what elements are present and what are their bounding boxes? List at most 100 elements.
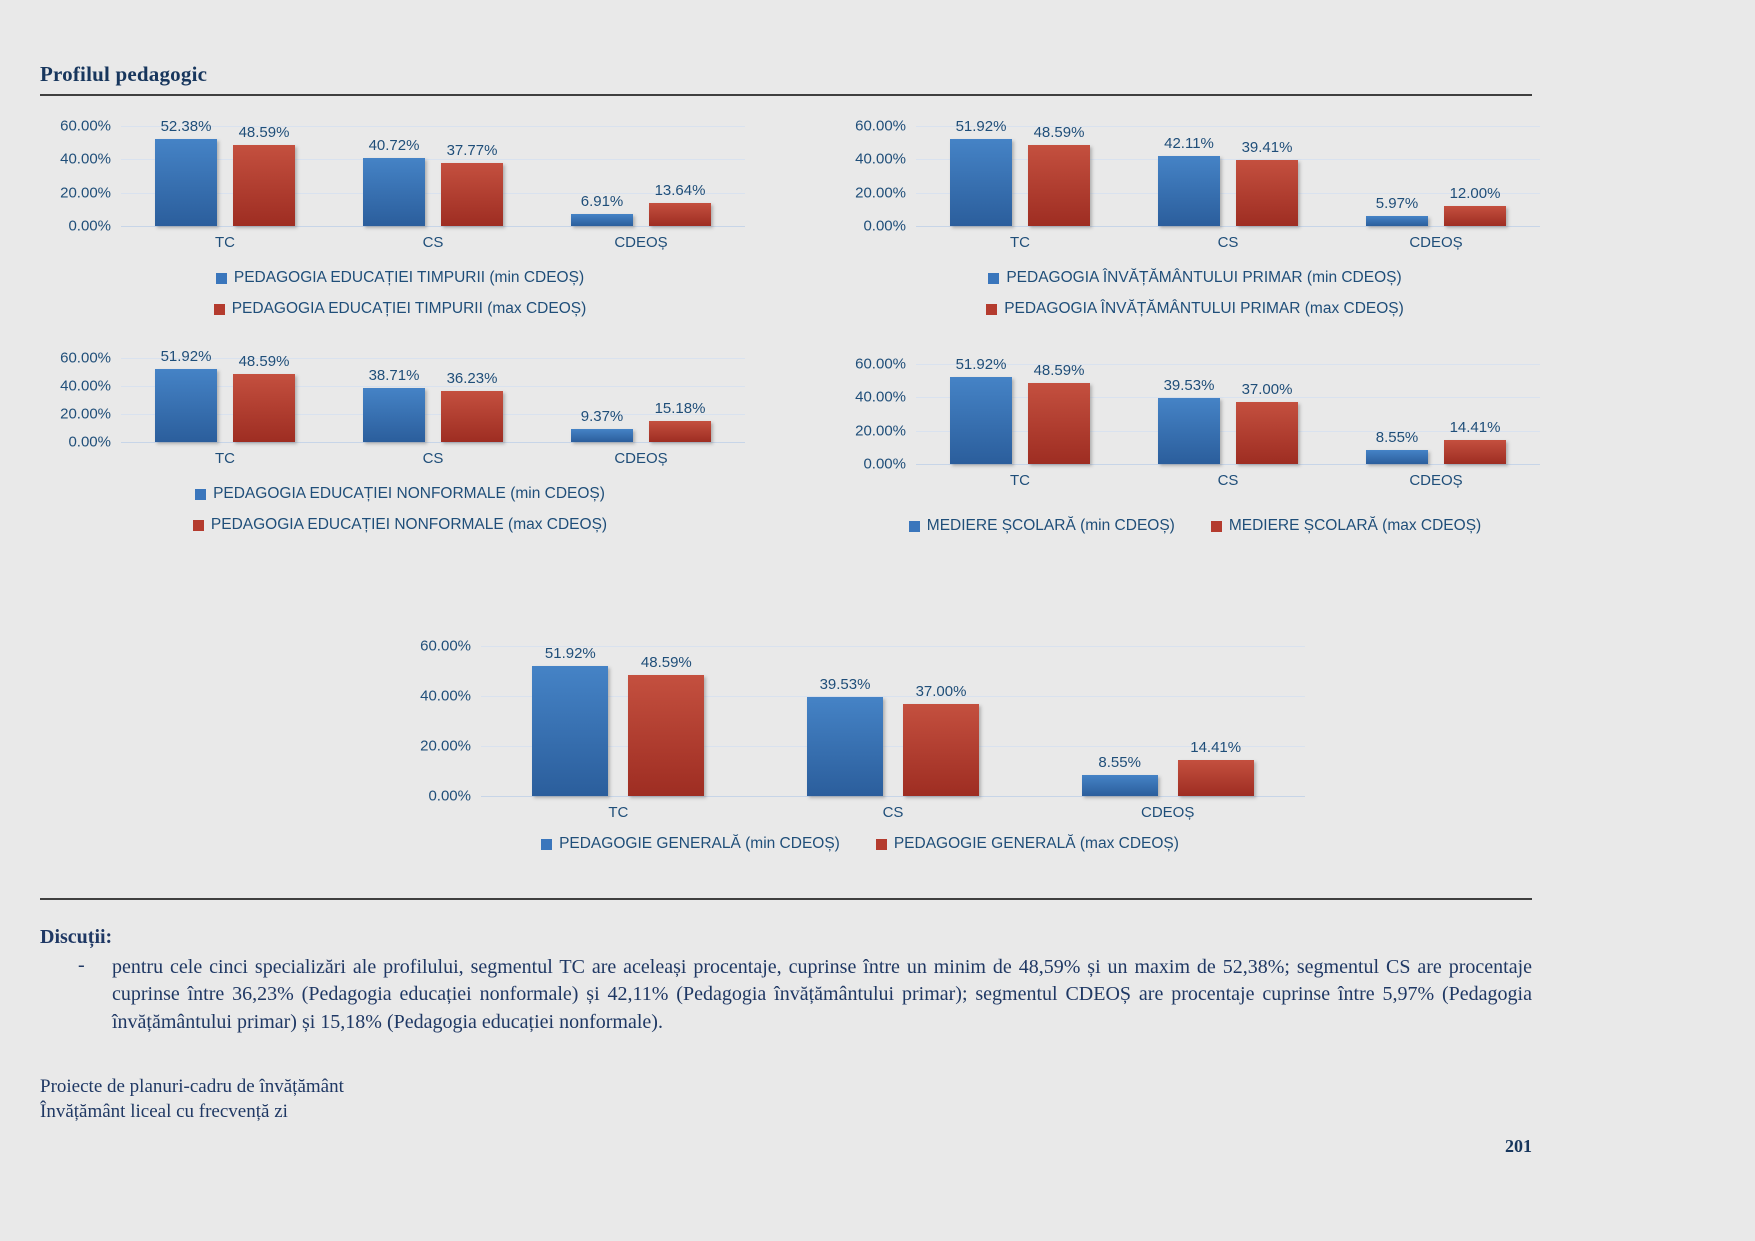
gridline xyxy=(481,746,1305,747)
chart-plot-row: 60.00% 40.00% 20.00% 0.00% 52.38% 48.59% 40.72… xyxy=(55,118,745,235)
gridline xyxy=(916,159,1540,161)
bar-max-cdeo xyxy=(649,420,711,442)
category-group: 51.92% 48.59% xyxy=(916,118,1124,226)
value-label: 37.00% xyxy=(1241,381,1293,399)
value-label: 48.59% xyxy=(1033,124,1085,142)
bar-min-cs xyxy=(363,387,425,442)
value-label: 38.71% xyxy=(368,366,420,384)
value-label: 51.92% xyxy=(544,645,596,663)
legend-item-max: PEDAGOGIA ÎNVĂȚĂMÂNTULUI PRIMAR (max CDE… xyxy=(986,300,1404,318)
legend-swatch-max-icon xyxy=(1210,520,1222,532)
value-label: 14.41% xyxy=(1190,738,1242,756)
value-label: 48.59% xyxy=(238,124,290,142)
legend-item-min: PEDAGOGIA EDUCAȚIEI TIMPURII (min CDEOȘ) xyxy=(215,269,585,287)
bar-max-tc xyxy=(1028,145,1090,226)
plot-area: 51.92% 48.59% 42.11% 39.41% 5.97% 12.00% xyxy=(916,118,1540,227)
bar-min-tc xyxy=(950,139,1012,226)
chart-pedagogia-invatamantului-primar: 60.00% 40.00% 20.00% 0.00% 51.92% 48.59% 42.11… xyxy=(850,118,1540,318)
chart-legend: MEDIERE ȘCOLARĂ (min CDEOȘ) MEDIERE ȘCOLA… xyxy=(850,517,1540,535)
category-group: 8.55% 14.41% xyxy=(1030,646,1305,796)
chart-pedagogia-educatiei-timpurii: 60.00% 40.00% 20.00% 0.00% 52.38% 48.59% 40.72… xyxy=(55,118,745,318)
category-axis: TC CS CDEOȘ xyxy=(916,472,1540,489)
value-label: 36.23% xyxy=(446,370,498,388)
discussion-heading: Discuții: xyxy=(40,926,113,948)
bar-slot: 8.55% xyxy=(1366,364,1428,464)
bar-slot: 48.59% xyxy=(1028,124,1090,226)
value-label: 40.72% xyxy=(368,137,420,155)
category-group: 9.37% 15.18% xyxy=(537,358,745,442)
category-axis: TC CS CDEOȘ xyxy=(121,450,745,467)
bar-slot: 42.11% xyxy=(1158,126,1220,226)
y-axis-tick: 40.00% xyxy=(60,377,111,395)
category-label: TC xyxy=(215,450,235,467)
gridline xyxy=(916,397,1540,399)
y-axis-tick: 60.00% xyxy=(855,355,906,373)
gridline xyxy=(916,464,1540,465)
y-axis-tick: 40.00% xyxy=(60,150,111,168)
chart-legend: PEDAGOGIA EDUCAȚIEI TIMPURII (min CDEOȘ)… xyxy=(55,269,745,318)
gridline xyxy=(121,126,745,127)
bar-slot: 39.53% xyxy=(807,646,883,796)
bar-min-cs xyxy=(807,697,883,796)
value-label: 48.59% xyxy=(1033,362,1085,380)
category-label: CS xyxy=(422,450,444,467)
legend-label: PEDAGOGIA EDUCAȚIEI TIMPURII (min CDEOȘ) xyxy=(233,269,585,286)
category-axis: TC CS CDEOȘ xyxy=(916,234,1540,251)
legend-item-max: MEDIERE ȘCOLARĂ (max CDEOȘ) xyxy=(1210,517,1482,535)
gridline xyxy=(481,646,1305,647)
category-group: 42.11% 39.41% xyxy=(1124,126,1332,226)
chart-plot-row: 60.00% 40.00% 20.00% 0.00% 51.92% 48.59% 39.53… xyxy=(415,638,1305,805)
page-title: Profilul pedagogic xyxy=(40,62,208,86)
category-group: 51.92% 48.59% xyxy=(121,348,329,442)
legend-label: PEDAGOGIA EDUCAȚIEI NONFORMALE (max CDEO… xyxy=(210,516,608,533)
legend-item-min: PEDAGOGIA ÎNVĂȚĂMÂNTULUI PRIMAR (min CDE… xyxy=(988,269,1402,287)
value-label: 9.37% xyxy=(580,407,624,425)
category-group: 51.92% 48.59% xyxy=(916,356,1124,464)
category-label: TC xyxy=(215,234,235,251)
legend-label: PEDAGOGIA ÎNVĂȚĂMÂNTULUI PRIMAR (max CDE… xyxy=(1004,300,1404,317)
gridline xyxy=(121,414,745,415)
bar-slot: 12.00% xyxy=(1444,126,1506,226)
category-label: CS xyxy=(1217,234,1239,251)
discussion-text: pentru cele cinci specializări ale profi… xyxy=(112,956,1532,1033)
y-axis-tick: 40.00% xyxy=(420,687,471,705)
bar-max-cs xyxy=(1236,402,1298,464)
bar-min-tc xyxy=(532,666,609,796)
bar-slot: 38.71% xyxy=(363,358,425,442)
y-axis: 60.00% 40.00% 20.00% 0.00% xyxy=(55,350,121,451)
y-axis-tick: 40.00% xyxy=(855,388,906,406)
legend-swatch-max-icon xyxy=(192,519,204,531)
legend-swatch-min-icon xyxy=(908,520,920,532)
category-label: CS xyxy=(1217,472,1239,489)
legend-label: PEDAGOGIA ÎNVĂȚĂMÂNTULUI PRIMAR (min CDE… xyxy=(1006,269,1402,286)
category-group: 51.92% 48.59% xyxy=(481,645,756,796)
category-label: CDEOȘ xyxy=(1409,472,1463,489)
gridline xyxy=(121,226,745,227)
bar-min-cdeo xyxy=(571,214,633,226)
page-footer: Proiecte de planuri-cadru de învățământ … xyxy=(40,1074,1532,1124)
section-divider xyxy=(40,898,1532,900)
value-label: 51.92% xyxy=(160,348,212,366)
category-axis: TC CS CDEOȘ xyxy=(121,234,745,251)
bar-max-cdeo xyxy=(1177,759,1254,796)
chart-plot-row: 60.00% 40.00% 20.00% 0.00% 51.92% 48.59% 38.71… xyxy=(55,348,745,451)
legend-label: MEDIERE ȘCOLARĂ (min CDEOȘ) xyxy=(926,517,1175,534)
bar-min-cs xyxy=(363,158,425,226)
gridline xyxy=(481,796,1305,797)
legend-item-min: PEDAGOGIE GENERALĂ (min CDEOȘ) xyxy=(541,835,840,853)
value-label: 39.53% xyxy=(1163,377,1215,395)
value-label: 42.11% xyxy=(1164,134,1214,152)
footer-line-2: Învățământ liceal cu frecvență zi xyxy=(40,1101,288,1123)
legend-label: MEDIERE ȘCOLARĂ (max CDEOȘ) xyxy=(1228,517,1482,534)
bullet-dash: - xyxy=(78,954,85,976)
y-axis-tick: 60.00% xyxy=(420,637,471,655)
gridline xyxy=(916,192,1540,194)
bar-slot: 40.72% xyxy=(363,126,425,226)
gridline xyxy=(916,226,1540,227)
value-label: 6.91% xyxy=(580,193,624,211)
legend-swatch-max-icon xyxy=(213,303,225,315)
value-label: 48.59% xyxy=(238,352,290,370)
bar-slot: 48.59% xyxy=(233,353,295,442)
category-group: 38.71% 36.23% xyxy=(329,358,537,442)
title-divider xyxy=(40,94,1532,96)
